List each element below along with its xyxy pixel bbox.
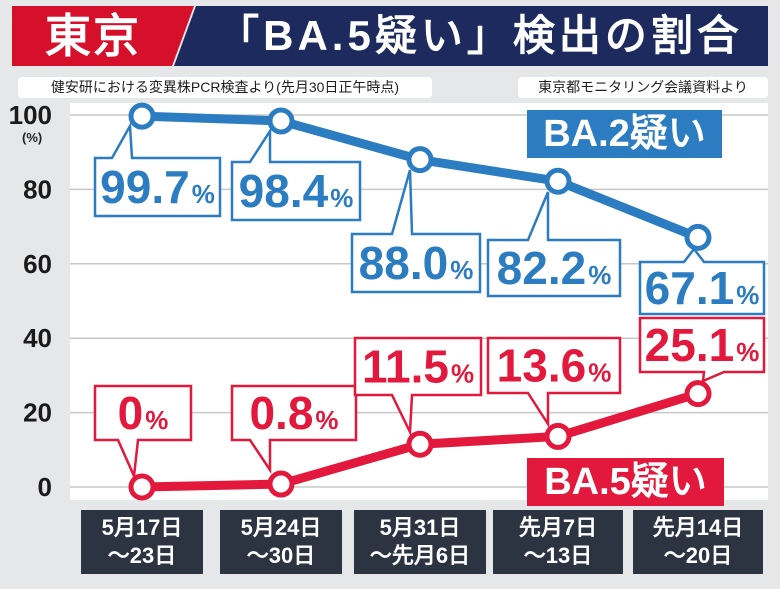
ba2-callout-box [93, 121, 222, 218]
ba2-callout: 82.2% [486, 191, 622, 298]
data-label-value: 11.5 [362, 341, 449, 393]
data-label-value: 82.2 [497, 242, 587, 294]
ba5-callout-box [486, 336, 622, 429]
ba5-callout-box [638, 316, 766, 383]
x-category-label: 5月31日 ～先月6日 [354, 510, 486, 574]
ba5-callout-box [93, 384, 193, 481]
ba2-callout-box [638, 246, 766, 316]
ba5-data-label: 11.5% [362, 341, 474, 393]
ba2-data-label: 99.7% [100, 161, 215, 213]
ba5-point [267, 470, 295, 498]
data-label-value: 0 [118, 387, 144, 439]
data-label-unit: % [330, 183, 353, 213]
ba5-point [684, 380, 712, 408]
ba2-data-label: 67.1% [645, 262, 760, 314]
y-tick-label: 80 [23, 174, 52, 204]
x-category-label: 先月14日 ～20日 [633, 510, 763, 574]
data-label-unit: % [588, 260, 611, 290]
data-label-value: 98.4 [239, 165, 329, 217]
ba2-callout: 98.4% [230, 126, 362, 222]
data-label-unit: % [736, 280, 759, 310]
ba5-callout: 0% [93, 384, 193, 481]
ba5-callout-box [353, 336, 483, 437]
source-note-right: 東京都モニタリング会議資料より [518, 77, 768, 98]
y-axis: 0 20 40 60 80 100(%) [9, 100, 52, 502]
ba5-data-label: 13.6% [497, 340, 612, 392]
ba5-point [128, 473, 156, 501]
ba5-data-label: 0.8% [249, 387, 338, 439]
ba2-callout: 67.1% [638, 246, 766, 316]
y-tick-label: 20 [23, 398, 52, 428]
ba2-callout-box [486, 191, 622, 298]
x-category-label: 5月17日 ～23日 [81, 510, 203, 574]
y-tick-label: 100 [9, 100, 52, 130]
ba5-callout: 13.6% [486, 336, 622, 429]
ba2-callout: 99.7% [93, 121, 222, 218]
ba5-callout: 0.8% [230, 384, 358, 475]
ba2-point [128, 102, 156, 130]
ba5-data-label: 0% [118, 387, 169, 439]
ba5-data-label: 25.1% [645, 319, 760, 371]
data-label-unit: % [145, 405, 168, 435]
ba5-callout: 25.1% [638, 316, 766, 383]
ba5-callout: 11.5% [353, 336, 483, 437]
series-ba5 [128, 380, 712, 501]
data-label-value: 67.1 [645, 262, 735, 314]
region-label: 東京 [12, 6, 194, 66]
x-category-label: 先月7日 ～13日 [493, 510, 623, 574]
ba2-point [267, 107, 295, 135]
data-label-unit: % [192, 179, 215, 209]
ba2-point [544, 167, 572, 195]
ba2-callout-box [350, 169, 482, 294]
data-label-value: 13.6 [497, 340, 587, 392]
data-label-value: 0.8 [249, 387, 313, 439]
data-label-callouts: 99.7% 98.4%88.0% 82.2% 67.1%0% 0.8%11.5% 13.6… [93, 121, 766, 481]
y-unit-label: (%) [22, 130, 42, 145]
page-title: 「BA.5疑い」検出の割合 [217, 12, 743, 59]
x-category-label: 5月24日 ～30日 [220, 510, 342, 574]
data-label-unit: % [588, 358, 611, 388]
series-label-ba2: BA.2疑い [527, 110, 722, 158]
y-tick-label: 60 [23, 249, 52, 279]
data-label-value: 99.7 [100, 161, 190, 213]
ba5-point [406, 430, 434, 458]
ba2-data-label: 82.2% [497, 242, 612, 294]
ba2-data-label: 98.4% [239, 165, 354, 217]
y-tick-label: 0 [38, 472, 52, 502]
ba2-callout-box [230, 126, 362, 222]
data-label-unit: % [736, 337, 759, 367]
ba2-data-label: 88.0% [359, 237, 474, 289]
source-note-left: 健安研における変異株PCR検査より(先月30日正午時点) [18, 77, 432, 98]
ba2-callout: 88.0% [350, 169, 482, 294]
y-tick-label: 40 [23, 323, 52, 353]
series-label-ba5: BA.5疑い [527, 458, 724, 506]
series-ba2 [128, 102, 712, 251]
data-label-unit: % [450, 255, 473, 285]
title-band: 「BA.5疑い」検出の割合 [174, 6, 768, 66]
data-label-value: 25.1 [645, 319, 735, 371]
ba5-point [544, 422, 572, 450]
data-label-unit: % [451, 359, 474, 389]
ba2-point [684, 223, 712, 251]
ba2-point [406, 146, 434, 174]
data-label-unit: % [315, 405, 338, 435]
data-label-value: 88.0 [359, 237, 449, 289]
